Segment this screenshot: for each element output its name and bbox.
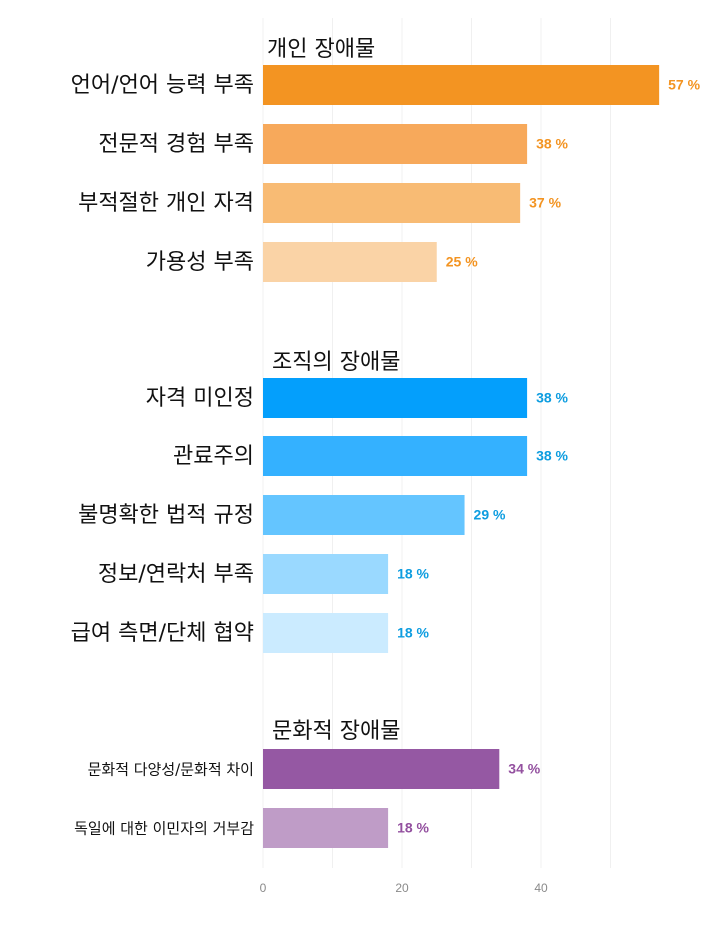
bar — [263, 65, 660, 105]
category-label: 전문적 경험 부족 — [98, 132, 254, 157]
category-label: 부적절한 개인 자격 — [78, 191, 254, 216]
section-title: 문화적 장애물 — [272, 719, 400, 744]
category-label: 자격 미인정 — [146, 386, 254, 411]
bar — [263, 613, 389, 653]
bar — [263, 554, 389, 594]
bar — [263, 495, 465, 535]
bar — [263, 378, 528, 418]
category-label: 가용성 부족 — [146, 250, 254, 275]
bar — [263, 124, 528, 164]
category-label: 정보/연락처 부족 — [98, 562, 254, 587]
category-label: 언어/언어 능력 부족 — [71, 73, 254, 98]
category-label: 불명확한 법적 규정 — [78, 503, 254, 528]
category-label: 독일에 대한 이민자의 거부감 — [74, 820, 254, 838]
bars — [263, 65, 660, 848]
value-label: 57 % — [668, 77, 700, 93]
value-label: 29 % — [474, 507, 506, 523]
x-tick-label: 0 — [260, 881, 267, 895]
category-label: 급여 측면/단체 협약 — [71, 621, 254, 646]
category-label: 관료주의 — [173, 444, 254, 469]
section-title: 개인 장애물 — [267, 37, 375, 62]
value-label: 38 % — [536, 136, 568, 152]
x-tick-label: 40 — [534, 881, 548, 895]
x-tick-label: 20 — [395, 881, 409, 895]
bar — [263, 808, 389, 848]
value-label: 18 % — [397, 625, 429, 641]
section-title: 조직의 장애물 — [272, 350, 400, 375]
bar — [263, 183, 521, 223]
bar — [263, 749, 500, 789]
value-label: 18 % — [397, 820, 429, 836]
bar — [263, 436, 528, 476]
value-label: 38 % — [536, 390, 568, 406]
value-label: 25 % — [446, 254, 478, 270]
value-label: 18 % — [397, 566, 429, 582]
value-label: 37 % — [529, 195, 561, 211]
bar — [263, 242, 437, 282]
x-axis-ticks: 0 20 40 — [260, 881, 548, 895]
value-label: 38 % — [536, 448, 568, 464]
value-label: 34 % — [508, 761, 540, 777]
category-label: 문화적 다양성/문화적 차이 — [88, 761, 254, 779]
